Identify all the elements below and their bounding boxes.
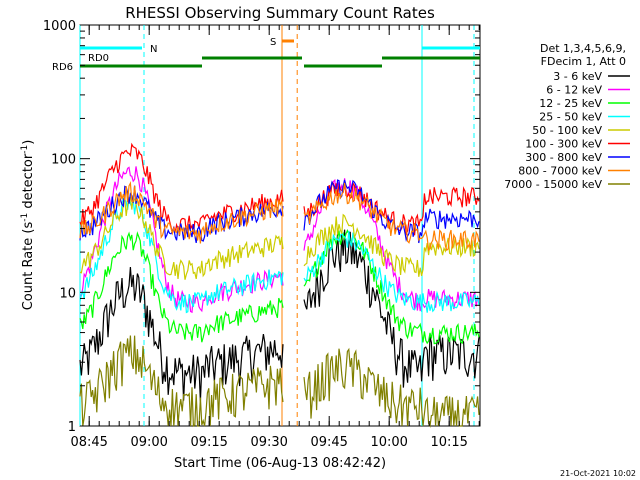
legend-label: 12 - 25 keV [539,97,602,110]
y-label-sup-1: -1 [20,213,30,222]
x-tick-label: 10:15 [430,435,467,450]
legend-header: Det 1,3,4,5,6,9, [540,42,626,55]
x-ticks: 08:45 09:00 09:15 09:30 09:45 10:00 10:15 [70,25,480,450]
series-line-2 [79,166,480,314]
plot-frame [79,24,481,427]
x-tick-label: 09:15 [190,435,227,450]
x-axis-label: Start Time (06-Aug-13 08:42:42) [174,456,386,471]
legend-label: 300 - 800 keV [525,151,602,164]
rd0-label: RD0 [88,53,109,64]
series-line-8 [79,181,480,252]
legend-header: FDecim 1, Att 0 [541,55,626,68]
y-ticks: 1 10 100 1000 [43,19,480,435]
y-tick-label: 1000 [43,19,76,34]
x-tick-label: 08:45 [70,435,107,450]
y-axis-label: Count Rate (s-1 detector-1) [20,140,36,311]
legend-label: 800 - 7000 keV [518,165,602,178]
series-line-1 [79,229,480,402]
background-markers [79,25,475,426]
x-tick-label: 09:45 [310,435,347,450]
legend-label: 6 - 12 keV [546,84,602,97]
series-group [79,142,480,428]
s-label: S [270,37,276,48]
legend-label: 100 - 300 keV [525,138,602,151]
y-tick-label: 100 [51,153,76,168]
y-label-part-3: ) [21,140,36,145]
legend-label: 7000 - 15000 keV [504,178,602,191]
legend-label: 3 - 6 keV [553,70,602,83]
series-line-9 [79,335,480,428]
status-bars: RD0 RD6 N S [52,37,480,73]
y-label-sup-2: -1 [20,145,30,154]
y-tick-label: 1 [68,420,76,435]
legend-label: 50 - 100 keV [532,124,602,137]
x-tick-label: 10:00 [370,435,407,450]
y-label-part-1: Count Rate (s [21,222,36,311]
x-tick-label: 09:30 [250,435,287,450]
n-label: N [150,44,157,55]
x-tick-label: 09:00 [130,435,167,450]
legend: Det 1,3,4,5,6,9,FDecim 1, Att 0 3 - 6 keV… [504,42,630,191]
y-label-part-2: detector [21,153,36,213]
rd6-label: RD6 [52,62,73,73]
y-tick-label: 10 [59,286,76,301]
footer-timestamp: 21-Oct-2021 10:02 [560,469,636,478]
legend-label: 25 - 50 keV [539,111,602,124]
chart-title: RHESSI Observing Summary Count Rates [125,4,435,22]
